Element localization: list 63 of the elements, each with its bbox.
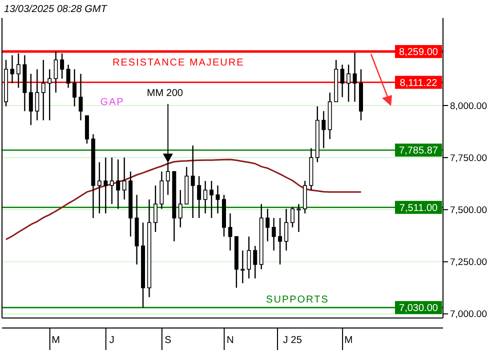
- candlestick: [16, 52, 20, 88]
- candlestick: [322, 110, 326, 149]
- candlestick: [60, 52, 64, 80]
- candlestick: [210, 180, 214, 219]
- candlestick: [272, 217, 276, 252]
- line-series: [5, 158, 362, 240]
- annotation: RESISTANCE MAJEURE: [112, 58, 244, 69]
- candlestick: [302, 180, 307, 214]
- x-tick-label: S: [164, 335, 172, 346]
- ref-line-label: 7,030.00: [399, 303, 438, 314]
- x-tick-label: J: [109, 335, 114, 346]
- candlestick: [72, 68, 77, 107]
- candlestick: [284, 208, 288, 252]
- candlestick: [84, 115, 89, 144]
- candlestick: [122, 156, 126, 200]
- chart-title: 13/03/2025 08:28 GMT: [4, 4, 108, 15]
- ref-line-label: 8,259.00: [399, 47, 438, 58]
- annotation: SUPPORTS: [266, 294, 329, 306]
- candlestick: [246, 236, 251, 280]
- candlestick: [110, 156, 114, 205]
- candlestick: [10, 54, 14, 84]
- y-tick-label: 7,750.00: [450, 152, 487, 164]
- x-tick-label: N: [226, 335, 234, 346]
- candlestick: [352, 52, 357, 102]
- candlestick: [278, 217, 282, 266]
- candlestick: [116, 158, 120, 210]
- candlestick: [104, 156, 108, 214]
- annotation: GAP: [100, 97, 124, 108]
- candlestick: [28, 73, 33, 126]
- candlestick: [197, 176, 202, 219]
- candlestick: [35, 68, 40, 121]
- candlestick: [66, 64, 70, 88]
- y-tick-label: 7,500.00: [450, 204, 487, 216]
- candlestick: [54, 50, 58, 94]
- candlestick: [190, 144, 195, 219]
- candlestick: [216, 184, 220, 214]
- ref-line-label: 7,785.87: [399, 146, 438, 157]
- candlestick: [346, 64, 351, 102]
- x-tick-label: M: [52, 335, 60, 346]
- candlestick: [296, 203, 301, 233]
- candlestick: [203, 180, 208, 214]
- ref-line-label: 7,511.00: [399, 202, 438, 214]
- candlestick: [240, 250, 245, 284]
- candlestick: [228, 212, 232, 252]
- text: MM 200: [146, 88, 184, 99]
- candlestick: [78, 73, 83, 121]
- x-tick-label: J 25: [283, 335, 302, 346]
- candlestick: [178, 189, 182, 228]
- y-tick-label: 8,000.00: [450, 100, 487, 112]
- candlestick: [266, 208, 270, 242]
- y-tick-label: 7,250.00: [450, 257, 487, 268]
- candlestick: [160, 170, 164, 210]
- ref-line-label: 8,111.22: [400, 78, 438, 89]
- candlestick: [97, 162, 102, 214]
- candlestick: [166, 162, 170, 196]
- candlestick: [41, 59, 46, 121]
- candlestick: [340, 64, 344, 98]
- candlestick: [253, 245, 258, 280]
- y-tick-label: 7,000.00: [450, 309, 487, 320]
- candlestick: [290, 206, 294, 228]
- x-tick-label: M: [344, 335, 353, 346]
- candlestick: [48, 68, 52, 121]
- candlestick: [153, 184, 158, 233]
